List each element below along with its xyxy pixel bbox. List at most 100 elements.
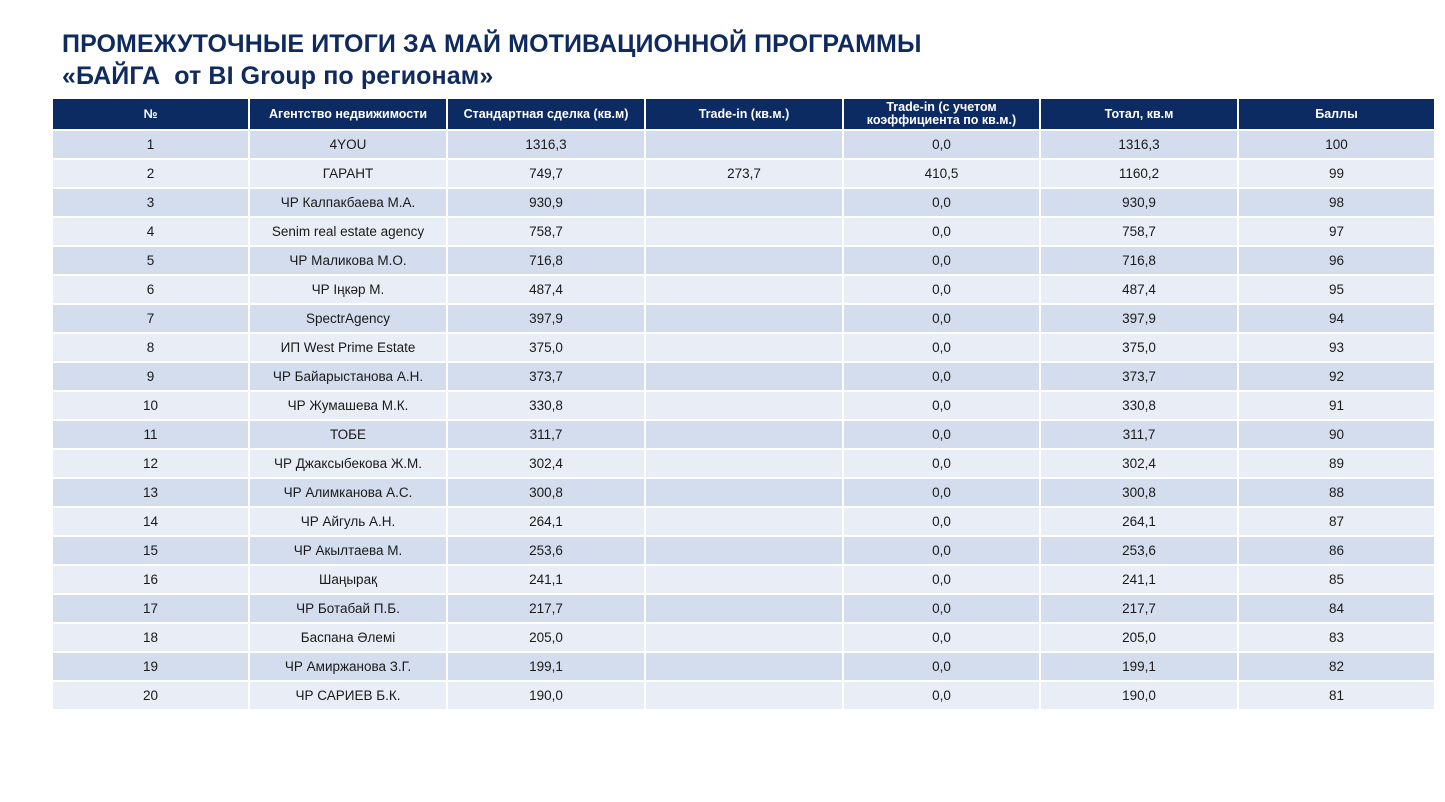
cell-trade-in-coefficient: 0,0: [842, 187, 1041, 218]
table-row: 2 ГАРАНТ 749,7 273,7 410,5 1160,2 99: [51, 158, 1436, 189]
cell-agency: ЧР Байарыстанова А.Н.: [248, 361, 448, 392]
cell-trade-in: [644, 390, 844, 421]
cell-trade-in: [644, 216, 844, 247]
cell-standard-deal: 330,8: [446, 390, 646, 421]
cell-trade-in: [644, 129, 844, 160]
cell-standard-deal: 264,1: [446, 506, 646, 537]
cell-standard-deal: 716,8: [446, 245, 646, 276]
cell-trade-in-coefficient: 0,0: [842, 332, 1041, 363]
cell-points: 87: [1237, 506, 1436, 537]
cell-trade-in: [644, 564, 844, 595]
table-row: 14 ЧР Айгуль А.Н. 264,1 0,0 264,1 87: [51, 506, 1436, 537]
table-row: 12 ЧР Джаксыбекова Ж.М. 302,4 0,0 302,4 89: [51, 448, 1436, 479]
table-row: 6 ЧР Iңкәр М. 487,4 0,0 487,4 95: [51, 274, 1436, 305]
cell-points: 99: [1237, 158, 1436, 189]
cell-trade-in-coefficient: 0,0: [842, 129, 1041, 160]
cell-points: 92: [1237, 361, 1436, 392]
cell-trade-in: [644, 187, 844, 218]
cell-points: 90: [1237, 419, 1436, 450]
cell-agency: ЧР Калпакбаева М.А.: [248, 187, 448, 218]
cell-agency: Шаңырақ: [248, 564, 448, 595]
table-header: № Агентство недвижимости Стандартная сде…: [51, 97, 1436, 131]
cell-points: 88: [1237, 477, 1436, 508]
cell-agency: ЧР Iңкәр М.: [248, 274, 448, 305]
cell-trade-in: [644, 419, 844, 450]
cell-standard-deal: 758,7: [446, 216, 646, 247]
cell-points: 96: [1237, 245, 1436, 276]
cell-standard-deal: 1316,3: [446, 129, 646, 160]
cell-trade-in: [644, 506, 844, 537]
cell-trade-in: 273,7: [644, 158, 844, 189]
cell-agency: ЧР Ботабай П.Б.: [248, 593, 448, 624]
cell-agency: SpectrAgency: [248, 303, 448, 334]
cell-number: 7: [51, 303, 250, 334]
cell-standard-deal: 190,0: [446, 680, 646, 711]
cell-total: 375,0: [1039, 332, 1239, 363]
cell-points: 97: [1237, 216, 1436, 247]
cell-number: 13: [51, 477, 250, 508]
cell-trade-in-coefficient: 0,0: [842, 535, 1041, 566]
cell-agency: Баспана Әлемi: [248, 622, 448, 653]
cell-trade-in-coefficient: 410,5: [842, 158, 1041, 189]
cell-trade-in: [644, 274, 844, 305]
cell-trade-in: [644, 245, 844, 276]
table-body: 1 4YOU 1316,3 0,0 1316,3 100 2 ГАРАНТ 749,7 273,7…: [51, 129, 1436, 711]
cell-standard-deal: 205,0: [446, 622, 646, 653]
table-row: 20 ЧР САРИЕВ Б.К. 190,0 0,0 190,0 81: [51, 680, 1436, 711]
cell-total: 311,7: [1039, 419, 1239, 450]
cell-trade-in-coefficient: 0,0: [842, 564, 1041, 595]
cell-total: 241,1: [1039, 564, 1239, 595]
cell-trade-in-coefficient: 0,0: [842, 477, 1041, 508]
cell-standard-deal: 373,7: [446, 361, 646, 392]
cell-total: 190,0: [1039, 680, 1239, 711]
cell-trade-in-coefficient: 0,0: [842, 448, 1041, 479]
cell-trade-in: [644, 303, 844, 334]
header-standard-deal: Стандартная сделка (кв.м): [446, 97, 646, 131]
cell-total: 716,8: [1039, 245, 1239, 276]
cell-number: 14: [51, 506, 250, 537]
table-row: 1 4YOU 1316,3 0,0 1316,3 100: [51, 129, 1436, 160]
cell-number: 3: [51, 187, 250, 218]
cell-trade-in-coefficient: 0,0: [842, 361, 1041, 392]
cell-total: 397,9: [1039, 303, 1239, 334]
cell-agency: ЧР Акылтаева М.: [248, 535, 448, 566]
cell-total: 199,1: [1039, 651, 1239, 682]
cell-number: 9: [51, 361, 250, 392]
table-row: 3 ЧР Калпакбаева М.А. 930,9 0,0 930,9 98: [51, 187, 1436, 218]
cell-standard-deal: 253,6: [446, 535, 646, 566]
cell-trade-in-coefficient: 0,0: [842, 506, 1041, 537]
cell-standard-deal: 302,4: [446, 448, 646, 479]
cell-number: 2: [51, 158, 250, 189]
cell-agency: ЧР Айгуль А.Н.: [248, 506, 448, 537]
header-trade-in-coefficient: Trade-in (с учетом коэффициента по кв.м.…: [842, 97, 1041, 131]
cell-trade-in-coefficient: 0,0: [842, 390, 1041, 421]
cell-total: 264,1: [1039, 506, 1239, 537]
cell-agency: ИП West Prime Estate: [248, 332, 448, 363]
results-table: № Агентство недвижимости Стандартная сде…: [51, 97, 1436, 711]
cell-number: 16: [51, 564, 250, 595]
table-row: 11 ТОБЕ 311,7 0,0 311,7 90: [51, 419, 1436, 450]
cell-standard-deal: 487,4: [446, 274, 646, 305]
table-row: 8 ИП West Prime Estate 375,0 0,0 375,0 93: [51, 332, 1436, 363]
cell-number: 10: [51, 390, 250, 421]
cell-standard-deal: 199,1: [446, 651, 646, 682]
cell-number: 1: [51, 129, 250, 160]
cell-points: 86: [1237, 535, 1436, 566]
page-title: ПРОМЕЖУТОЧНЫЕ ИТОГИ ЗА МАЙ МОТИВАЦИОННОЙ…: [62, 28, 1362, 92]
cell-trade-in: [644, 477, 844, 508]
cell-standard-deal: 749,7: [446, 158, 646, 189]
cell-agency: ЧР Маликова М.О.: [248, 245, 448, 276]
cell-total: 330,8: [1039, 390, 1239, 421]
cell-number: 20: [51, 680, 250, 711]
cell-points: 89: [1237, 448, 1436, 479]
cell-number: 15: [51, 535, 250, 566]
cell-total: 217,7: [1039, 593, 1239, 624]
cell-trade-in-coefficient: 0,0: [842, 216, 1041, 247]
page-title-line-1: ПРОМЕЖУТОЧНЫЕ ИТОГИ ЗА МАЙ МОТИВАЦИОННОЙ…: [62, 30, 922, 58]
table-row: 17 ЧР Ботабай П.Б. 217,7 0,0 217,7 84: [51, 593, 1436, 624]
cell-agency: Senim real estate agency: [248, 216, 448, 247]
page-title-line-2: «БАЙГА от BI Group по регионам»: [62, 62, 494, 90]
cell-standard-deal: 217,7: [446, 593, 646, 624]
table-row: 9 ЧР Байарыстанова А.Н. 373,7 0,0 373,7 92: [51, 361, 1436, 392]
cell-trade-in: [644, 448, 844, 479]
